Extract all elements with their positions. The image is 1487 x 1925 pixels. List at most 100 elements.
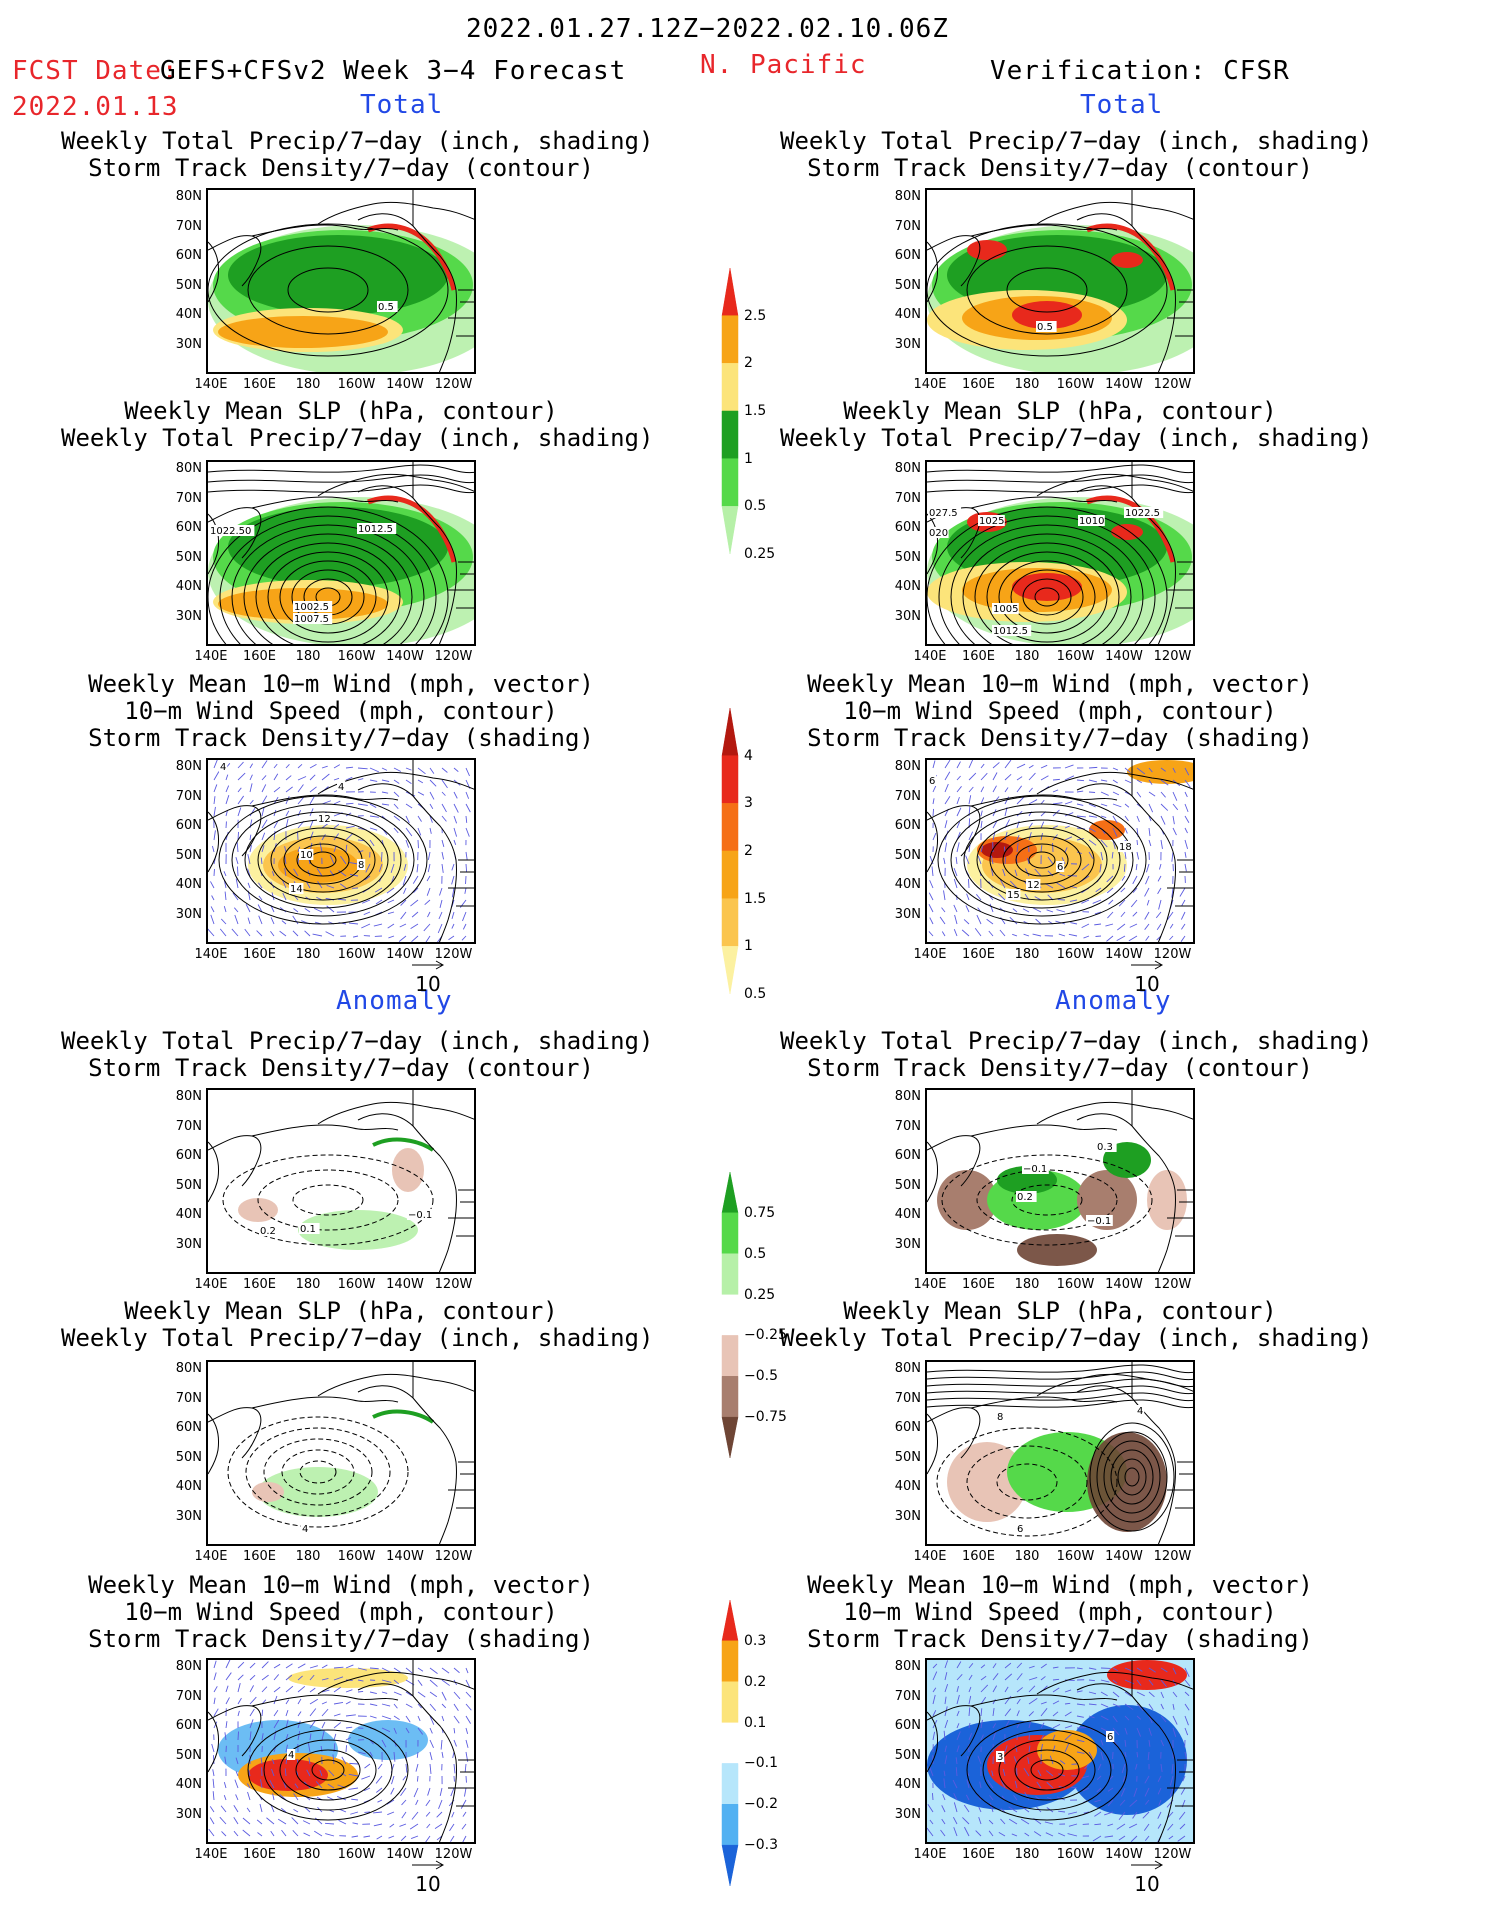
wind-vector [1032, 907, 1042, 913]
contour-label: 1005 [993, 604, 1018, 615]
wind-vector [1040, 821, 1045, 829]
reference-arrow-icon [1131, 960, 1164, 970]
wind-vector [1094, 1811, 1102, 1817]
wind-vector [968, 1686, 972, 1693]
lat-tick-label: 80N [175, 1089, 202, 1104]
lon-tick-label: 160E [242, 377, 277, 392]
wind-vector [249, 845, 252, 853]
wind-vector [932, 808, 935, 817]
contour-label: 027.5 [929, 508, 958, 519]
wind-vector [357, 1679, 364, 1682]
coastline [1036, 473, 1193, 497]
map-graphic: 846 [927, 1362, 1193, 1544]
wind-vector [1136, 851, 1140, 860]
contour-label-bg [337, 781, 346, 792]
lon-tick-label: 140E [194, 1277, 228, 1292]
wind-vector [954, 914, 958, 925]
wind-vector [439, 899, 443, 909]
shading-region [238, 1198, 278, 1222]
wind-vector [1004, 773, 1012, 781]
wind-vector [992, 809, 997, 817]
wind-vector [963, 919, 970, 925]
wind-vector [361, 1775, 371, 1780]
colorbar-label: 3 [744, 795, 753, 812]
lon-tick-label: 160W [1056, 1277, 1095, 1292]
wind-vector [297, 796, 305, 805]
wind-vector [1132, 1811, 1138, 1819]
wind-vector [941, 1805, 946, 1813]
lat-tick-label: 30N [894, 1236, 921, 1252]
wind-vector [381, 803, 390, 806]
wind-vector [1094, 923, 1102, 926]
wind-vector [393, 1691, 402, 1696]
wind-vector [261, 1674, 269, 1681]
coastal-precip-band [372, 1409, 435, 1424]
wind-vector [351, 1835, 359, 1838]
wind-vector [461, 935, 467, 941]
wind-vector [273, 830, 276, 841]
lat-tick-label: 40N [894, 877, 921, 892]
wind-vector [1148, 779, 1153, 785]
wind-vector [213, 1697, 216, 1705]
wind-vector [980, 845, 984, 853]
wind-vector [1022, 1806, 1030, 1813]
wind-vector [256, 1819, 263, 1825]
wind-vector [249, 1685, 254, 1693]
wind-vector [1016, 1722, 1021, 1729]
contour-line [938, 515, 1156, 644]
wind-vector [388, 1835, 395, 1839]
wind-vector [305, 881, 311, 889]
border-line [448, 561, 474, 609]
wind-vector [932, 798, 935, 805]
wind-vector [393, 1703, 398, 1709]
coastline [970, 794, 1118, 807]
wind-vector [261, 1733, 264, 1741]
contour-label: 1007.5 [294, 614, 329, 625]
wind-vector [357, 839, 364, 842]
coastline [927, 513, 938, 575]
wind-vector [411, 911, 419, 918]
verification-label: Verification: CFSR [990, 56, 1290, 86]
shading-region [947, 1442, 1027, 1522]
wind-vector [927, 1827, 934, 1837]
colorbar-label: 1 [744, 938, 753, 955]
wind-vector [1028, 1720, 1032, 1729]
wind-vector [285, 1719, 289, 1729]
wind-vector [1016, 796, 1025, 805]
wind-vector [1118, 899, 1126, 907]
map-panel: 0.5 [925, 188, 1195, 374]
wind-vector [258, 895, 263, 901]
wind-vector [429, 1703, 437, 1711]
wind-vector [956, 807, 962, 817]
border-line [1167, 561, 1193, 609]
wind-vector [956, 1694, 960, 1705]
wind-vector [1112, 1667, 1118, 1672]
wind-vector [345, 1714, 356, 1717]
contour-line [287, 267, 369, 313]
contour-line [996, 1463, 1058, 1501]
colorbar-label: 2 [744, 355, 753, 372]
wind-vector [953, 878, 958, 889]
wind-vector [297, 1685, 306, 1693]
wind-vector [357, 1691, 364, 1693]
contour-label-bg [289, 883, 304, 894]
contour-line [927, 1364, 1193, 1374]
panel-title-line: Storm Track Density/7−day (contour) [88, 1054, 594, 1082]
wind-vector [1160, 1667, 1168, 1673]
wind-vector [1028, 799, 1038, 805]
shading-region [1127, 760, 1193, 784]
wind-vector [453, 815, 458, 824]
wind-vector [979, 1781, 982, 1789]
wind-vector [284, 868, 287, 877]
wind-vector [1130, 1835, 1138, 1842]
wind-vector [462, 1811, 467, 1817]
wind-vector [1136, 815, 1140, 823]
wind-vector [277, 1818, 287, 1825]
wind-vector [1052, 789, 1059, 793]
wind-vector [1107, 1799, 1114, 1807]
coastline [208, 1705, 262, 1757]
wind-vector [333, 1686, 341, 1693]
wind-vector [932, 1694, 936, 1705]
lon-tick-label: 160E [242, 1847, 277, 1862]
wind-vector [968, 1722, 971, 1729]
